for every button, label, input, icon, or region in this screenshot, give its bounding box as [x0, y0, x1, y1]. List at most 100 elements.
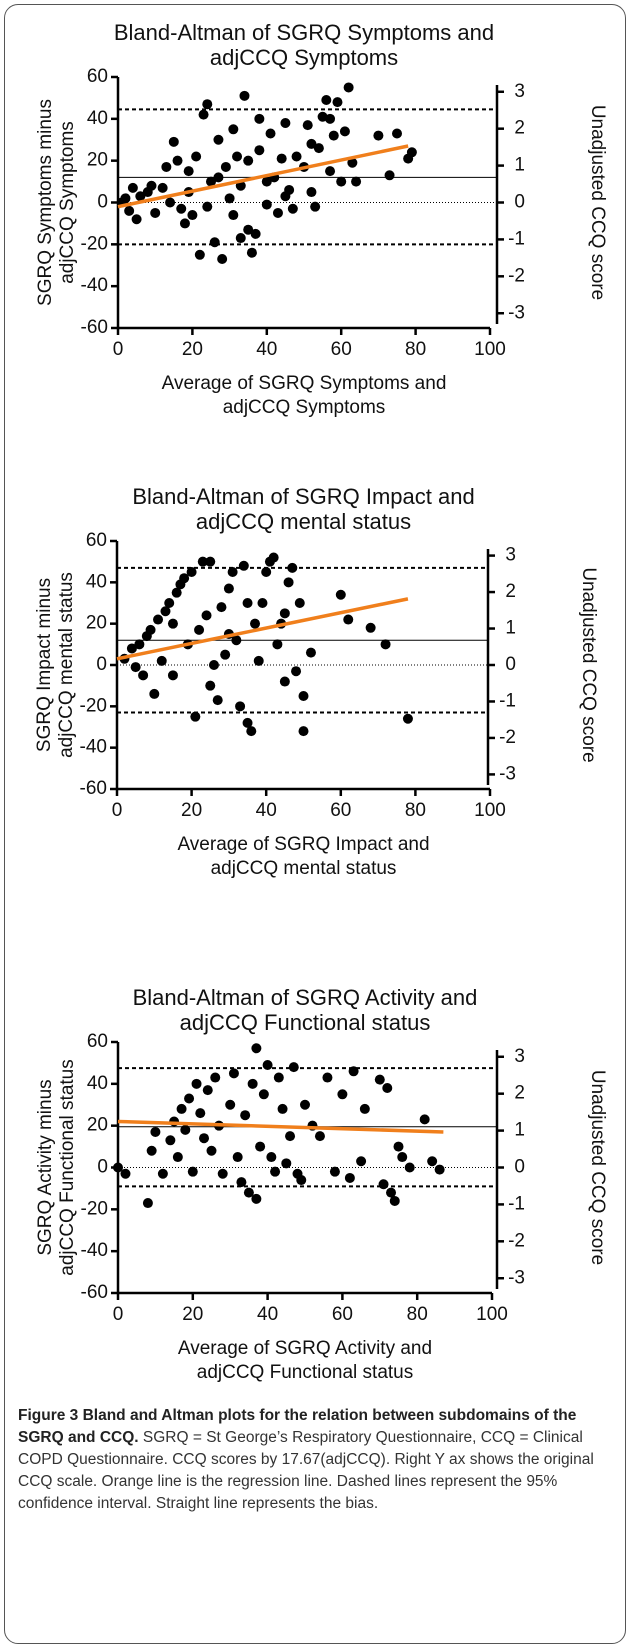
y2-tick-label: 2 [505, 581, 516, 602]
data-point [120, 1168, 131, 1179]
data-point [255, 1141, 266, 1152]
data-point [242, 717, 253, 728]
data-point [146, 180, 157, 191]
data-point [261, 176, 272, 187]
data-point [187, 210, 198, 221]
data-point [160, 606, 171, 617]
data-point [213, 172, 224, 183]
data-point [213, 134, 224, 145]
data-point [246, 247, 257, 258]
data-point [150, 1126, 161, 1137]
data-point [272, 639, 283, 650]
figure-frame [4, 4, 626, 1644]
data-point [325, 166, 336, 177]
y2-tick-label: 0 [514, 1157, 525, 1178]
y2-tick-label: 0 [514, 192, 525, 213]
chart-title: adjCCQ mental status [196, 509, 411, 534]
x-axis-label: adjCCQ Symptoms [223, 397, 386, 418]
y-tick-label: -20 [81, 1198, 108, 1219]
y-tick-label: 60 [86, 530, 107, 551]
x-tick-label: 20 [182, 1304, 203, 1325]
caption: Figure 3 Bland and Altman plots for the … [18, 1405, 616, 1515]
y2-tick-label: -1 [508, 228, 525, 249]
data-point [179, 573, 190, 584]
data-point [291, 151, 302, 162]
x-tick-label: 60 [332, 1304, 353, 1325]
data-point [392, 128, 402, 139]
data-point [322, 1072, 333, 1083]
y-tick-label: -40 [81, 275, 108, 296]
data-point [283, 577, 294, 588]
chart-title: Bland-Altman of SGRQ Symptoms and [114, 20, 494, 45]
data-point [389, 1195, 400, 1206]
data-point [279, 608, 290, 619]
data-point [179, 218, 190, 229]
data-point [186, 567, 197, 577]
y-tick-label: -60 [81, 1282, 108, 1303]
y-tick-label: 40 [86, 571, 107, 592]
data-point [145, 624, 156, 635]
data-point [343, 82, 354, 93]
y2-axis-label: Unadjusted CCQ score [578, 567, 599, 762]
y2-tick-label: -1 [508, 1193, 525, 1214]
data-point [216, 602, 227, 613]
data-point [262, 1060, 273, 1071]
data-point [351, 176, 362, 187]
data-point [172, 1152, 183, 1163]
y2-tick-label: 3 [505, 545, 516, 566]
y2-tick-label: -3 [508, 302, 525, 323]
data-point [142, 1198, 153, 1209]
data-point [199, 1133, 210, 1144]
data-point [298, 726, 309, 737]
data-point [217, 1168, 228, 1179]
y-tick-label: 40 [87, 1073, 108, 1094]
data-point [254, 145, 265, 156]
x-tick-label: 100 [474, 339, 506, 360]
x-tick-label: 60 [331, 339, 352, 360]
data-point [149, 688, 160, 699]
data-point [261, 199, 272, 210]
y2-axis-label: Unadjusted CCQ score [587, 1070, 608, 1265]
data-point [384, 170, 395, 181]
data-point [212, 695, 223, 706]
y-axis-label: SGRQ Activity minus [35, 1079, 56, 1255]
data-point [201, 610, 212, 621]
data-point [359, 1103, 370, 1114]
data-point [294, 598, 305, 608]
y-tick-label: 20 [87, 150, 108, 171]
x-tick-label: 60 [330, 800, 351, 821]
data-point [251, 1193, 262, 1204]
figure: Bland-Altman of SGRQ Symptoms and adjCCQ … [34, 20, 608, 1383]
data-point [276, 153, 287, 164]
data-point [402, 713, 413, 724]
y2-tick-label: -2 [499, 727, 516, 748]
x-tick-label: 40 [256, 800, 277, 821]
data-point [156, 655, 167, 666]
data-point [220, 649, 231, 660]
data-point [205, 680, 216, 691]
data-point [280, 118, 291, 129]
data-point [197, 556, 208, 567]
y2-axis-label: Unadjusted CCQ score [587, 105, 608, 300]
x-tick-label: 80 [407, 1304, 428, 1325]
data-point [250, 228, 261, 239]
y2-tick-label: 1 [514, 155, 525, 176]
data-point [190, 711, 201, 722]
y2-tick-label: 2 [514, 1083, 525, 1104]
data-point [280, 191, 291, 202]
y-tick-label: -60 [80, 778, 107, 799]
y-tick-label: 20 [87, 1115, 108, 1136]
data-point [250, 618, 261, 629]
data-point [287, 203, 298, 214]
y2-tick-label: -1 [499, 690, 516, 711]
data-point [300, 1099, 310, 1110]
x-tick-label: 0 [113, 1304, 124, 1325]
data-point [165, 1135, 176, 1146]
data-point [404, 1162, 415, 1173]
data-point [287, 562, 298, 573]
data-point [339, 126, 350, 137]
data-point [172, 155, 183, 166]
data-point [191, 1078, 202, 1089]
y2-tick-label: -2 [508, 1230, 525, 1251]
